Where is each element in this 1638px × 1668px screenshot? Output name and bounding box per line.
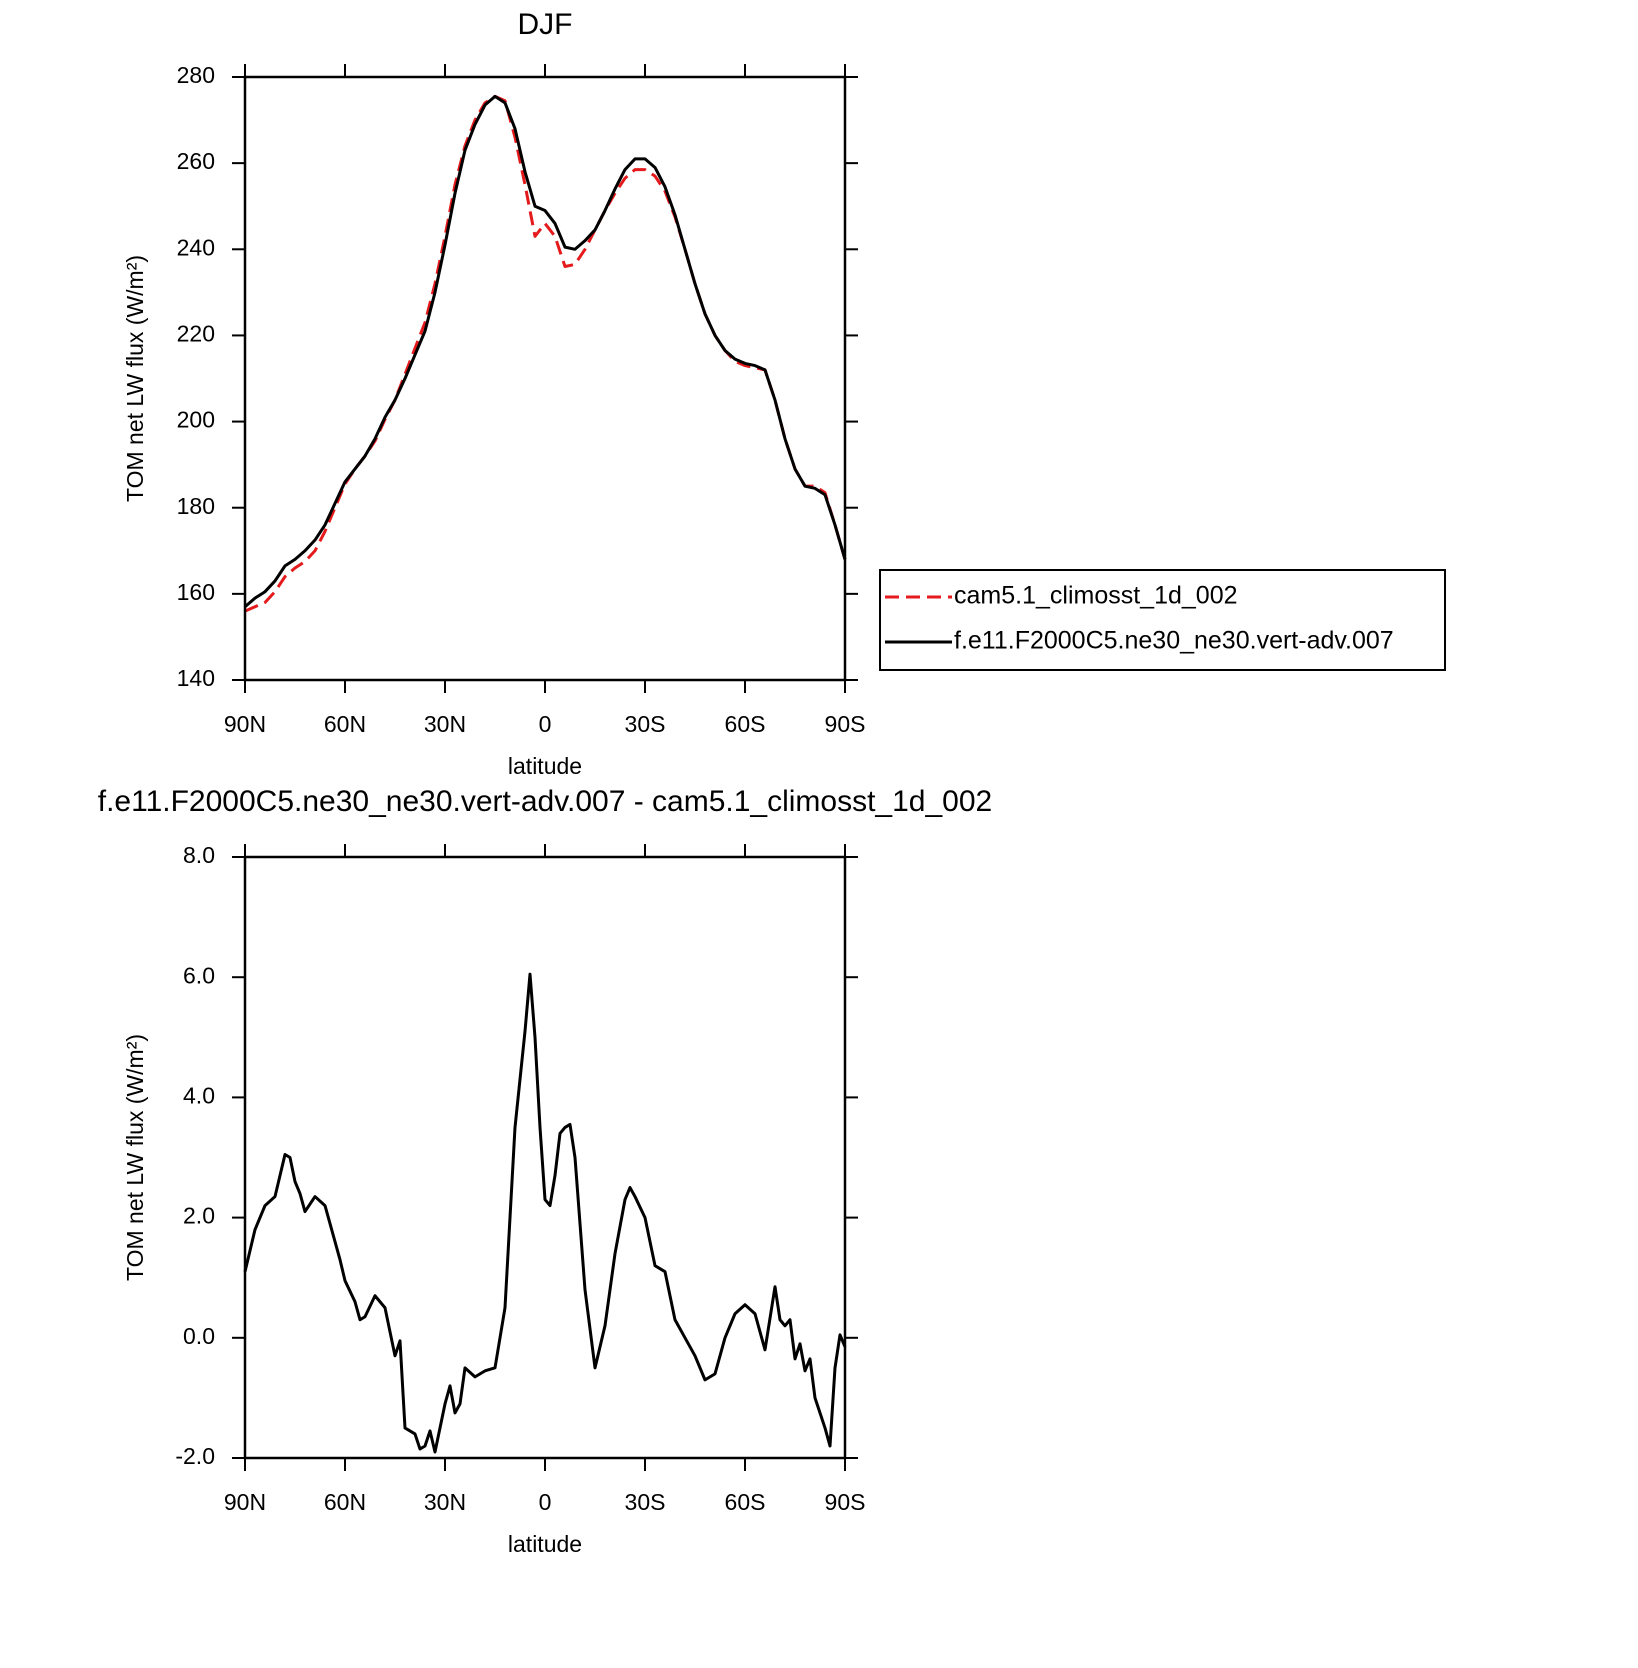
x-tick-label: 90S [825, 1489, 866, 1515]
x-tick-label: 90N [224, 711, 266, 737]
y-tick-label: 0.0 [183, 1323, 215, 1349]
x-tick-label: 0 [539, 711, 552, 737]
y-tick-label: 6.0 [183, 962, 215, 988]
y-tick-label: 4.0 [183, 1082, 215, 1108]
y-tick-label: 220 [177, 321, 215, 347]
y-tick-label: 8.0 [183, 842, 215, 868]
legend-label: cam5.1_climosst_1d_002 [954, 582, 1238, 610]
y-tick-label: -2.0 [175, 1443, 215, 1469]
data-line [243, 972, 847, 1454]
y-tick-label: 280 [177, 62, 215, 88]
plot-frame [243, 75, 847, 682]
y-tick-label: 240 [177, 234, 215, 260]
x-tick-label: 60N [324, 1489, 366, 1515]
y-axis-label: TOM net LW flux (W/m²) [122, 1034, 148, 1281]
x-tick-label: 90S [825, 711, 866, 737]
legend-box [879, 569, 1446, 671]
y-tick-label: 260 [177, 148, 215, 174]
x-tick-label: 0 [539, 1489, 552, 1515]
x-tick-label: 30S [625, 711, 666, 737]
data-line [244, 94, 847, 608]
legend-label: f.e11.F2000C5.ne30_ne30.vert-adv.007 [954, 627, 1394, 655]
y-tick-label: 180 [177, 493, 215, 519]
data-line [244, 94, 847, 613]
y-axis-label: TOM net LW flux (W/m²) [122, 255, 148, 502]
x-axis-label: latitude [508, 753, 582, 779]
y-tick-label: 200 [177, 407, 215, 433]
x-tick-label: 60N [324, 711, 366, 737]
y-tick-label: 2.0 [183, 1203, 215, 1229]
y-tick-label: 160 [177, 579, 215, 605]
plot-frame [243, 855, 847, 1460]
x-tick-label: 60S [725, 1489, 766, 1515]
x-tick-label: 30N [424, 711, 466, 737]
x-tick-label: 90N [224, 1489, 266, 1515]
x-tick-label: 60S [725, 711, 766, 737]
chart-title: DJF [518, 8, 573, 41]
x-axis-label: latitude [508, 1531, 582, 1557]
x-tick-label: 30N [424, 1489, 466, 1515]
y-tick-label: 140 [177, 665, 215, 691]
chart-title: f.e11.F2000C5.ne30_ne30.vert-adv.007 - c… [98, 785, 992, 818]
x-tick-label: 30S [625, 1489, 666, 1515]
